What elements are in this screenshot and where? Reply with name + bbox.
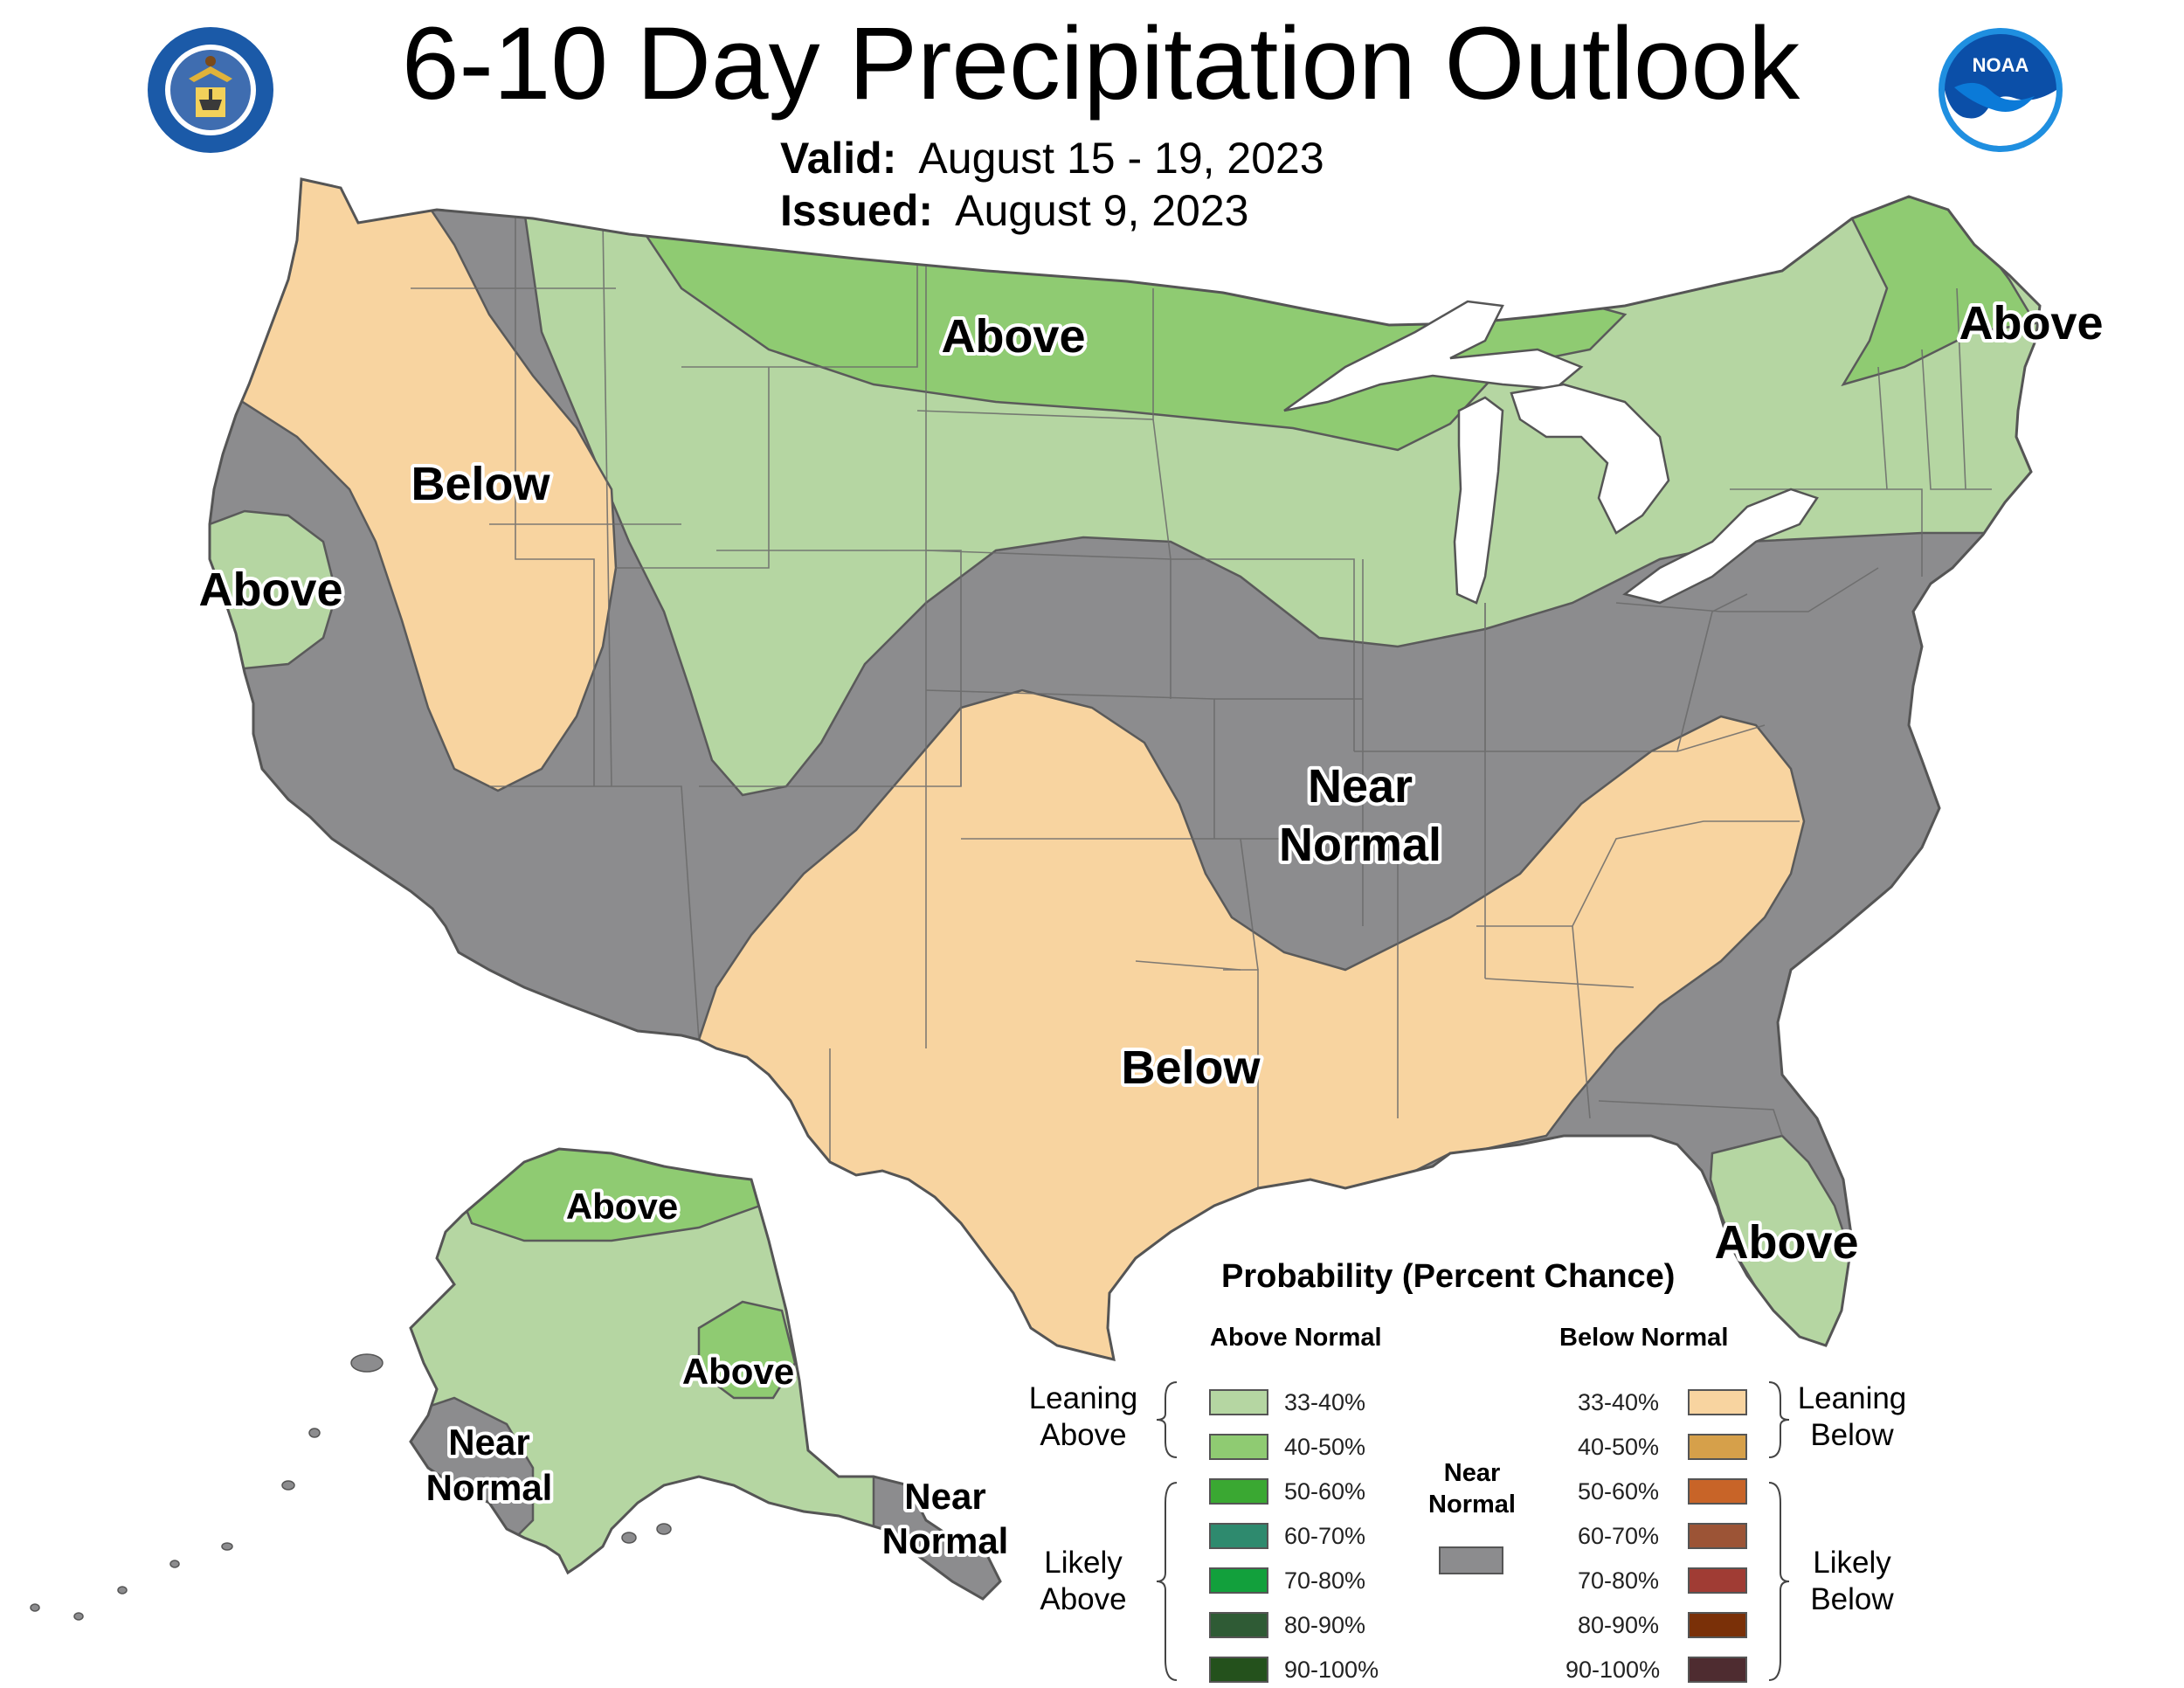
pct-above-90-100: 90-100% — [1284, 1657, 1379, 1683]
label-below-south: Below — [1121, 1041, 1261, 1094]
noaa-logo-icon: NOAA — [1939, 28, 2063, 152]
swatch-above-80-90 — [1209, 1612, 1268, 1638]
swatch-below-33-40 — [1688, 1389, 1747, 1415]
legend-brace-likely-above — [1156, 1482, 1178, 1681]
swatch-near-normal — [1439, 1546, 1503, 1574]
swatch-above-40-50 — [1209, 1434, 1268, 1460]
legend-brace-likely-below — [1768, 1482, 1790, 1681]
swatch-above-90-100 — [1209, 1657, 1268, 1683]
swatch-below-50-60 — [1688, 1478, 1747, 1505]
pct-above-50-60: 50-60% — [1284, 1478, 1366, 1505]
legend-near-line1: Near — [1443, 1459, 1501, 1487]
label-above-california: Above — [198, 564, 342, 616]
department-of-commerce-seal-icon — [148, 27, 273, 153]
state-boundaries — [411, 188, 1992, 1197]
zone-above-north-dark — [626, 208, 1628, 452]
label-ak-near-se-line2: Normal — [882, 1520, 1009, 1561]
label-above-north: Above — [941, 310, 1085, 363]
label-below-northwest: Below — [411, 458, 550, 510]
legend-leaning-below-label: Leaning Below — [1797, 1381, 1907, 1452]
pct-below-90-100: 90-100% — [1565, 1657, 1661, 1683]
pct-below-40-50: 40-50% — [1578, 1434, 1660, 1460]
legend-near-normal-label: Near Normal — [1415, 1457, 1529, 1520]
swatch-above-70-80 — [1209, 1567, 1268, 1594]
swatch-below-90-100 — [1688, 1657, 1747, 1683]
legend-above-header: Above Normal — [1210, 1324, 1382, 1352]
label-above-florida: Above — [1714, 1216, 1858, 1269]
lake-michigan — [1453, 396, 1504, 605]
pct-below-50-60: 50-60% — [1578, 1478, 1660, 1505]
pct-above-33-40: 33-40% — [1284, 1389, 1366, 1415]
page-title: 6-10 Day Precipitation Outlook — [401, 6, 1800, 121]
swatch-below-70-80 — [1688, 1567, 1747, 1594]
legend-likely-below-label: Likely Below — [1810, 1546, 1894, 1616]
pct-below-60-70: 60-70% — [1578, 1523, 1660, 1549]
conus-zones — [210, 179, 2040, 1359]
legend-likely-above-label: Likely Above — [1040, 1546, 1127, 1616]
pct-above-60-70: 60-70% — [1284, 1523, 1366, 1549]
label-ak-near-sw-line2: Normal — [426, 1467, 553, 1508]
label-near-normal-line2: Normal — [1279, 819, 1441, 871]
pct-above-80-90: 80-90% — [1284, 1612, 1366, 1638]
great-lakes — [1283, 300, 1819, 605]
pct-below-33-40: 33-40% — [1578, 1389, 1660, 1415]
label-near-normal-line1: Near — [1308, 760, 1413, 813]
lake-erie-ontario — [1622, 488, 1819, 605]
legend-leaning-above-label: Leaning Above — [1028, 1381, 1138, 1452]
valid-dates: Valid: August 15 - 19, 2023 — [780, 133, 1324, 183]
zone-ak-above-east — [697, 1300, 797, 1400]
legend-near-line2: Normal — [1428, 1491, 1516, 1519]
valid-value: August 15 - 19, 2023 — [918, 134, 1324, 183]
swatch-above-50-60 — [1209, 1478, 1268, 1505]
pct-above-70-80: 70-80% — [1284, 1567, 1366, 1594]
swatch-below-40-50 — [1688, 1434, 1747, 1460]
noaa-text: NOAA — [1973, 54, 2029, 76]
swatch-above-33-40 — [1209, 1389, 1268, 1415]
probability-legend: Probability (Percent Chance) Above Norma… — [1005, 1258, 1983, 1683]
swatch-above-60-70 — [1209, 1523, 1268, 1549]
label-ak-near-sw-line1: Near — [448, 1422, 529, 1463]
alaska-islands — [30, 1353, 672, 1621]
legend-below-header: Below Normal — [1559, 1324, 1729, 1352]
pct-above-40-50: 40-50% — [1284, 1434, 1366, 1460]
label-ak-above-east: Above — [682, 1351, 794, 1392]
issued-value: August 9, 2023 — [955, 186, 1249, 235]
legend-title: Probability (Percent Chance) — [1221, 1258, 1676, 1295]
issued-label: Issued: — [780, 186, 934, 235]
valid-label: Valid: — [780, 134, 897, 183]
swatch-below-80-90 — [1688, 1612, 1747, 1638]
legend-brace-leaning-below — [1768, 1381, 1790, 1458]
lake-huron — [1510, 383, 1670, 535]
pct-below-80-90: 80-90% — [1578, 1612, 1660, 1638]
region-labels: Above Above Below Above Near Normal Belo… — [195, 294, 2106, 1565]
pct-below-70-80: 70-80% — [1578, 1567, 1660, 1594]
swatch-below-60-70 — [1688, 1523, 1747, 1549]
lake-superior — [1283, 300, 1584, 412]
legend-brace-leaning-above — [1156, 1381, 1178, 1458]
issued-date: Issued: August 9, 2023 — [780, 185, 1248, 236]
label-above-northeast: Above — [1959, 297, 2103, 349]
label-ak-near-se-line1: Near — [904, 1476, 985, 1517]
label-ak-above-north: Above — [566, 1186, 678, 1227]
